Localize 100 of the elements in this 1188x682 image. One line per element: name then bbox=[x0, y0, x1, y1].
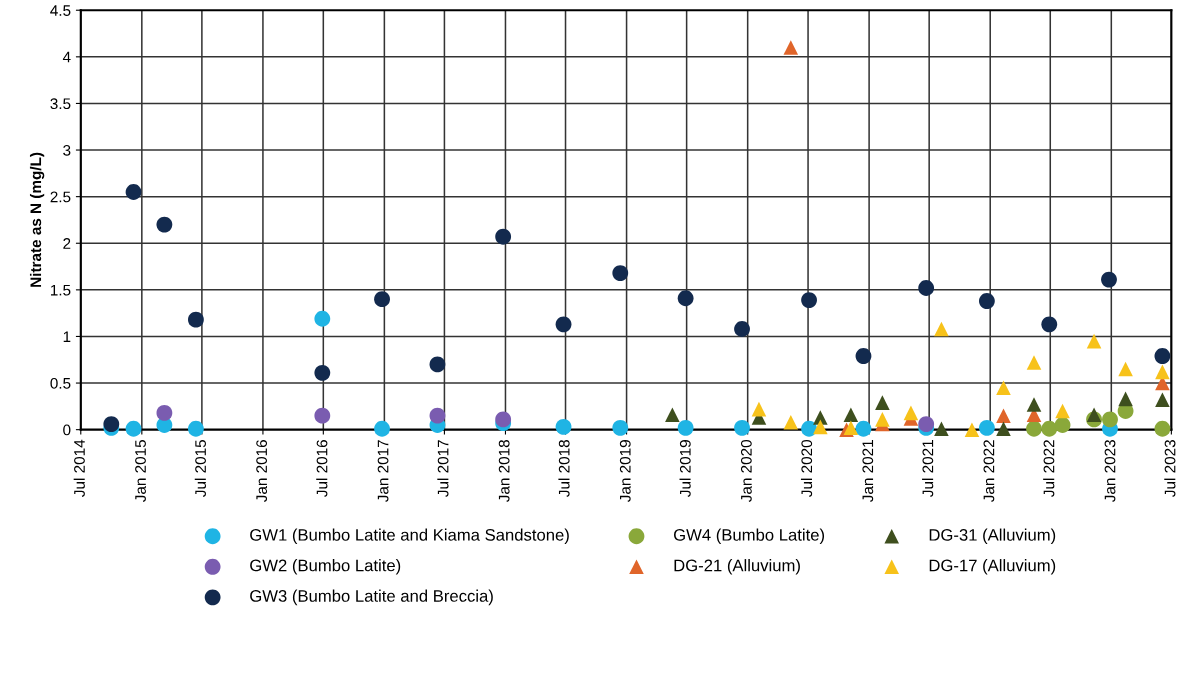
x-tick-label: Jan 2019 bbox=[619, 440, 631, 502]
point bbox=[1086, 407, 1102, 423]
x-tick-label: Jan 2023 bbox=[1104, 440, 1116, 502]
point bbox=[918, 280, 935, 296]
point bbox=[125, 184, 142, 200]
legend-label: GW4 (Bumbo Latite) bbox=[674, 528, 825, 545]
legend-label: DG-17 (Alluvium) bbox=[929, 559, 1056, 575]
point bbox=[978, 293, 995, 309]
y-tick-label: 0.5 bbox=[50, 377, 71, 389]
point bbox=[103, 416, 120, 432]
point bbox=[996, 408, 1011, 423]
point bbox=[1086, 333, 1102, 349]
point bbox=[612, 265, 629, 281]
point bbox=[1155, 364, 1170, 380]
point bbox=[125, 420, 142, 437]
y-tick-label: 2.5 bbox=[50, 191, 71, 203]
legend-label: GW2 (Bumbo Latite) bbox=[250, 559, 401, 575]
point bbox=[156, 404, 173, 421]
point bbox=[677, 290, 694, 307]
x-tick-label: Jul 2016 bbox=[316, 440, 328, 497]
point bbox=[495, 411, 512, 428]
point bbox=[555, 418, 572, 435]
x-tick-label: Jul 2019 bbox=[679, 440, 691, 497]
point bbox=[1154, 420, 1171, 437]
x-tick-label: Jan 2021 bbox=[862, 440, 874, 502]
point bbox=[429, 407, 446, 424]
point bbox=[555, 316, 572, 333]
point bbox=[1026, 420, 1042, 437]
point bbox=[612, 419, 629, 436]
y-tick-label: 3.5 bbox=[50, 98, 71, 110]
point bbox=[429, 356, 446, 373]
point bbox=[156, 216, 173, 233]
point bbox=[188, 311, 204, 328]
point bbox=[1054, 417, 1071, 433]
point bbox=[1026, 355, 1042, 370]
y-tick-label: 1 bbox=[63, 331, 71, 342]
x-tick-label: Jul 2022 bbox=[1043, 440, 1055, 497]
point bbox=[918, 416, 935, 432]
point bbox=[996, 421, 1011, 437]
y-tick-label: 0 bbox=[63, 424, 71, 436]
x-tick-label: Jan 2017 bbox=[377, 440, 389, 502]
point bbox=[934, 421, 949, 437]
point bbox=[374, 420, 390, 437]
point bbox=[801, 420, 817, 437]
point bbox=[374, 291, 390, 308]
y-tick-label: 2 bbox=[63, 238, 71, 249]
point bbox=[751, 401, 767, 417]
point bbox=[875, 412, 890, 427]
x-tick-label: Jul 2023 bbox=[1164, 440, 1176, 497]
point bbox=[843, 407, 859, 423]
x-tick-label: Jul 2018 bbox=[558, 440, 570, 497]
x-tick-label: Jan 2016 bbox=[256, 440, 268, 502]
point bbox=[996, 380, 1011, 395]
point bbox=[734, 419, 750, 436]
point bbox=[314, 310, 331, 327]
point bbox=[188, 420, 204, 437]
point bbox=[934, 321, 949, 337]
point bbox=[978, 419, 995, 436]
point bbox=[801, 292, 817, 309]
point bbox=[843, 420, 859, 436]
point bbox=[1155, 392, 1170, 408]
point bbox=[783, 414, 799, 430]
x-tick-label: Jul 2020 bbox=[800, 439, 813, 497]
point bbox=[1102, 411, 1118, 428]
point bbox=[813, 419, 828, 435]
x-tick-label: Jan 2018 bbox=[498, 440, 510, 502]
point bbox=[855, 420, 872, 437]
y-tick-label: 4.5 bbox=[50, 5, 71, 16]
point bbox=[314, 364, 331, 381]
x-tick-label: Jul 2014 bbox=[73, 439, 85, 497]
point bbox=[1041, 420, 1058, 437]
x-tick-label: Jan 2015 bbox=[135, 440, 146, 502]
x-tick-label: Jul 2021 bbox=[922, 440, 934, 497]
point bbox=[1118, 361, 1133, 377]
point bbox=[783, 40, 799, 55]
point bbox=[1041, 316, 1058, 333]
point bbox=[677, 419, 694, 436]
point bbox=[314, 407, 331, 424]
point bbox=[964, 422, 980, 437]
legend-label: DG-31 (Alluvium) bbox=[929, 528, 1056, 545]
y-tick-label: 3 bbox=[63, 144, 71, 156]
point bbox=[1118, 391, 1133, 407]
x-tick-label: Jan 2020 bbox=[740, 439, 752, 502]
point bbox=[1154, 348, 1171, 364]
point bbox=[665, 407, 680, 423]
y-axis-title: Nitrate as N (mg/L) bbox=[29, 152, 45, 287]
point bbox=[1055, 403, 1070, 419]
legend-label: GW1 (Bumbo Latite and Kiama Sandstone) bbox=[250, 528, 569, 545]
legend-label: GW3 (Bumbo Latite and Breccia) bbox=[250, 589, 493, 606]
point bbox=[495, 228, 512, 245]
point bbox=[1101, 271, 1117, 288]
legend-label: DG-21 (Alluvium) bbox=[674, 559, 800, 575]
point bbox=[875, 395, 890, 410]
point bbox=[903, 405, 919, 421]
y-tick-label: 4 bbox=[62, 51, 71, 63]
point bbox=[855, 348, 872, 364]
x-tick-label: Jul 2015 bbox=[194, 440, 206, 497]
x-tick-label: Jan 2022 bbox=[983, 440, 995, 502]
point bbox=[734, 321, 750, 337]
x-tick-label: Jul 2017 bbox=[437, 440, 449, 497]
